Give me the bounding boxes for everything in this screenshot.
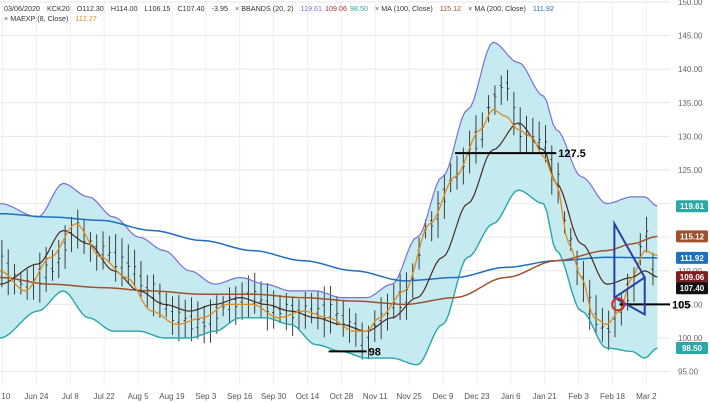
x-tick-label: Jul 22 xyxy=(94,392,116,401)
legend-bb-middle-value: 109.06 xyxy=(325,4,347,13)
x-tick-label: Oct 28 xyxy=(330,392,354,401)
legend-study-bbands: BBANDS (20, 2) xyxy=(241,4,294,13)
y-tick-label: 95.00 xyxy=(678,368,699,377)
x-tick-label: Oct 14 xyxy=(296,392,320,401)
legend-ma100-value: 115.12 xyxy=(439,4,462,13)
legend-open: O112.30 xyxy=(76,4,104,13)
legend-change: -3.95 xyxy=(211,4,229,13)
y-tick-label: 125.00 xyxy=(678,166,703,175)
x-tick-label: Jan 21 xyxy=(533,392,558,401)
x-tick-label: Jun 24 xyxy=(24,392,49,401)
value-badge-label: 111.92 xyxy=(680,254,704,263)
x-tick-label: Feb 18 xyxy=(600,392,625,401)
ma100-line xyxy=(0,235,658,306)
x-tick-label: Sep 3 xyxy=(195,392,216,401)
legend-row-2: × MAEXP (8, Close) 112.27 xyxy=(4,14,559,24)
ma200-line xyxy=(0,212,658,282)
annotation-label: 98 xyxy=(369,346,381,358)
bb-middle-line xyxy=(0,122,658,332)
y-tick-label: 140.00 xyxy=(678,65,703,74)
x-tick-label: Jul 8 xyxy=(62,392,79,401)
y-tick-label: 135.00 xyxy=(678,99,703,108)
circle-marker xyxy=(611,297,626,312)
y-tick-label: 105.00 xyxy=(678,300,703,309)
value-badge-label: 115.12 xyxy=(680,232,705,241)
annotation-label: 105 xyxy=(672,299,690,311)
x-tick-label: Mar 2 xyxy=(636,392,657,401)
value-badge xyxy=(676,282,708,295)
chart-legend: 03/06/2020 KCK20 O112.30 H114.00 L106.15… xyxy=(4,4,559,24)
legend-ma200-value: 111.92 xyxy=(532,4,554,13)
x-tick-label: Aug 19 xyxy=(159,392,185,401)
y-tick-label: 100.00 xyxy=(678,334,703,343)
x-tick-label: n 10 xyxy=(0,392,11,401)
value-badge-label: 109.06 xyxy=(680,273,705,282)
x-tick-label: Jan 6 xyxy=(501,392,521,401)
remove-study-icon[interactable]: × xyxy=(374,4,380,13)
value-badge-label: 107.40 xyxy=(680,284,705,293)
legend-date: 03/06/2020 xyxy=(4,4,40,13)
legend-study-ema8: MAEXP (8, Close) xyxy=(10,14,69,23)
x-tick-label: Sep 16 xyxy=(227,392,253,401)
legend-low: L106.15 xyxy=(144,4,171,13)
y-tick-label: 150.00 xyxy=(678,0,703,7)
legend-study-ma200: MA (200, Close) xyxy=(474,4,526,13)
x-tick-label: Dec 23 xyxy=(464,392,490,401)
x-tick-label: Dec 9 xyxy=(433,392,454,401)
bb-upper-line xyxy=(0,41,658,299)
legend-bb-upper-value: 119.61 xyxy=(300,4,322,13)
legend-symbol: KCK20 xyxy=(46,4,70,13)
value-badge xyxy=(676,200,708,213)
x-tick-label: Nov 25 xyxy=(396,392,422,401)
legend-ema8-value: 112.27 xyxy=(75,14,97,23)
y-tick-label: 145.00 xyxy=(678,32,703,41)
bollinger-band-fill xyxy=(0,42,658,365)
value-badge-label: 119.61 xyxy=(680,202,705,211)
legend-bb-lower-value: 98.50 xyxy=(349,4,368,13)
value-badge xyxy=(676,230,708,243)
bb-lower-line xyxy=(0,189,658,366)
legend-high: H114.00 xyxy=(110,4,138,13)
value-badge xyxy=(676,251,708,264)
legend-row-1: 03/06/2020 KCK20 O112.30 H114.00 L106.15… xyxy=(4,4,559,14)
remove-study-icon[interactable]: × xyxy=(468,4,473,13)
x-tick-label: Aug 5 xyxy=(128,392,149,401)
legend-study-ma100: MA (100, Close) xyxy=(381,4,433,13)
x-tick-label: Sep 30 xyxy=(261,392,287,401)
triangle-drawing xyxy=(613,219,647,300)
remove-study-icon[interactable]: × xyxy=(235,4,240,13)
value-badge-label: 98.50 xyxy=(682,344,703,353)
ema8-line xyxy=(0,108,658,332)
remove-study-icon[interactable]: × xyxy=(4,14,9,23)
value-badge xyxy=(676,271,708,284)
y-tick-label: 130.00 xyxy=(678,132,703,141)
x-tick-label: Feb 3 xyxy=(568,392,589,401)
x-tick-label: Nov 11 xyxy=(363,392,388,401)
legend-close: C107.40 xyxy=(177,4,205,13)
annotation-label: 127.5 xyxy=(558,148,586,160)
value-badge xyxy=(676,342,708,355)
